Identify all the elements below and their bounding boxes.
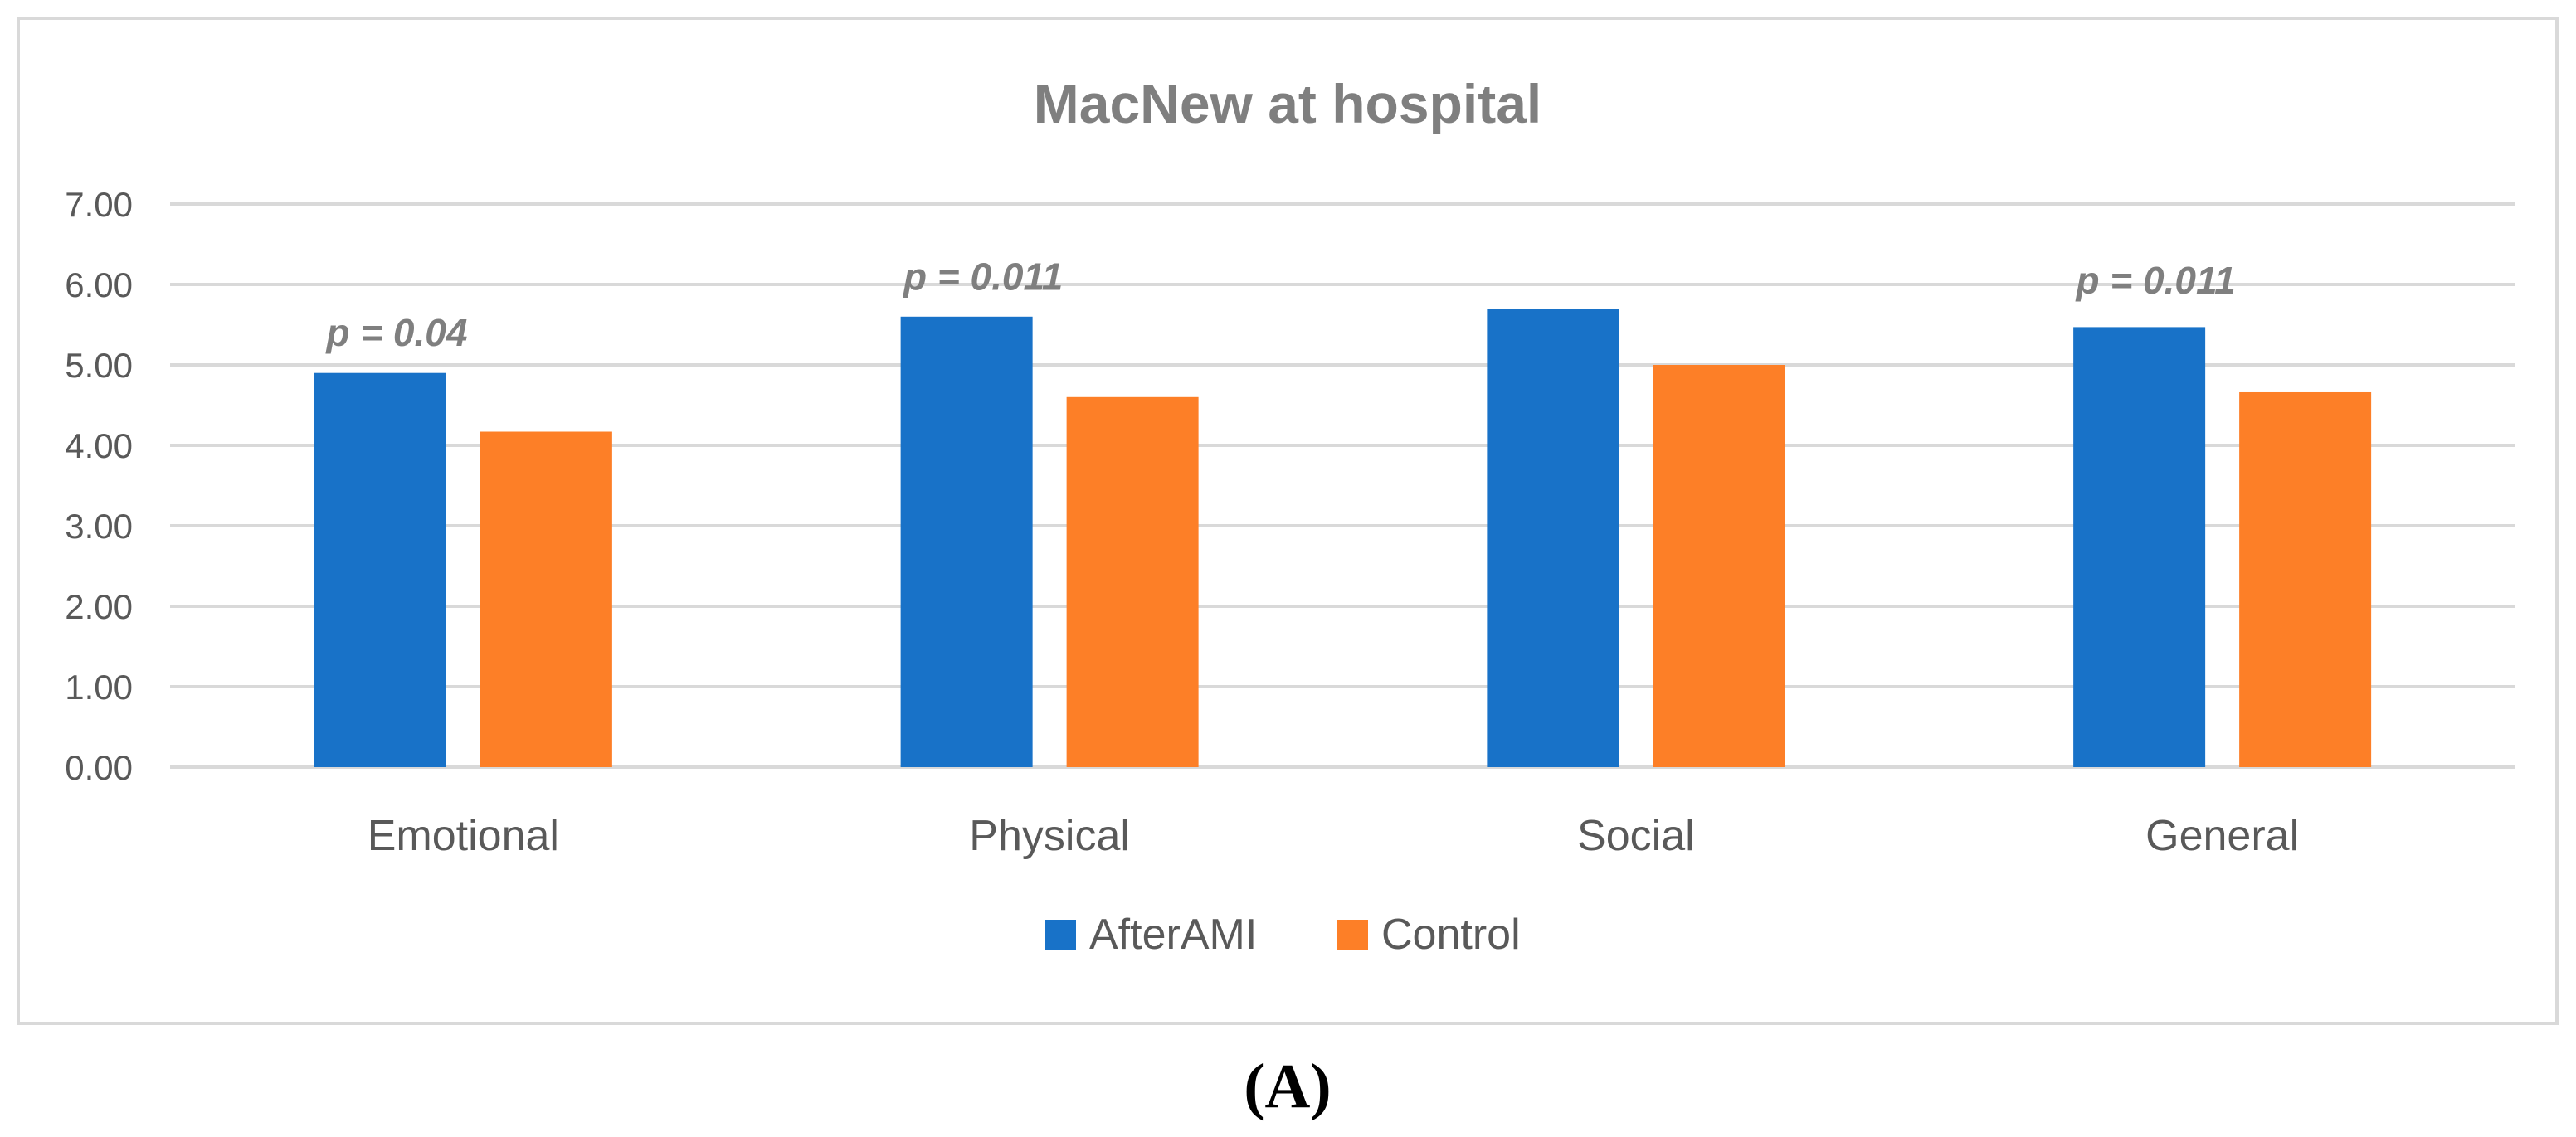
p-value-annotation: p = 0.011: [2075, 259, 2236, 302]
y-tick-label: 4.00: [65, 426, 133, 465]
bar-control-emotional: [480, 431, 612, 767]
y-tick-label: 1.00: [65, 668, 133, 707]
labels: 0.00 1.00 2.00 3.00 4.00 5.00 6.00 7.00 Emotiona…: [65, 185, 2299, 959]
bar-control-general: [2239, 391, 2372, 767]
y-tick-label: 2.00: [65, 587, 133, 626]
y-tick-label: 6.00: [65, 265, 133, 304]
legend-swatch-control: [1337, 920, 1368, 950]
y-tick-label: 7.00: [65, 185, 133, 224]
bar-afterami-social: [1487, 309, 1619, 768]
p-value-annotation: p = 0.011: [902, 255, 1063, 298]
x-category-label: Social: [1577, 812, 1695, 860]
legend-label-afterami: AfterAMI: [1089, 911, 1257, 959]
bar-afterami-emotional: [314, 372, 446, 767]
p-value-annotation: p = 0.04: [324, 311, 467, 354]
y-tick-label: 3.00: [65, 507, 133, 546]
panel-label: (A): [1244, 1052, 1332, 1121]
x-category-label: Emotional: [368, 812, 559, 860]
bar-afterami-physical: [900, 316, 1033, 767]
bar-control-physical: [1066, 396, 1199, 767]
x-category-label: Physical: [969, 812, 1130, 860]
chart-title: MacNew at hospital: [1034, 73, 1541, 134]
y-tick-label: 5.00: [65, 346, 133, 385]
legend-label-control: Control: [1381, 911, 1521, 959]
y-tick-label: 0.00: [65, 748, 133, 787]
bar-afterami-general: [2073, 327, 2206, 767]
bar-control-social: [1653, 365, 1785, 767]
x-category-label: General: [2145, 812, 2299, 860]
bars: [314, 309, 2372, 768]
legend-swatch-afterami: [1045, 920, 1076, 950]
